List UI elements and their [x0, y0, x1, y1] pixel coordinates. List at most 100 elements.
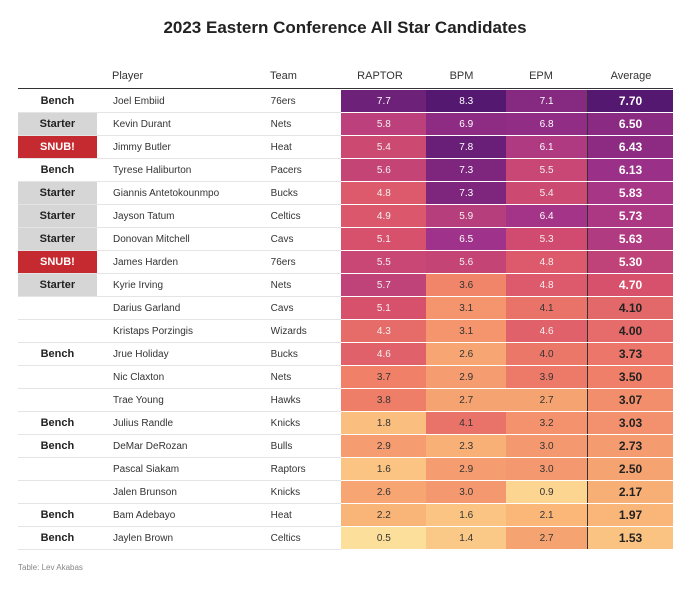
bpm-cell: 3.1 [426, 296, 507, 320]
row-spacer [96, 181, 113, 205]
table-row: Bench Tyrese Haliburton Pacers 5.6 7.3 5.5 6.1… [18, 158, 673, 182]
bpm-cell: 7.8 [426, 135, 507, 159]
status-badge: SNUB! [18, 250, 97, 274]
average-cell: 2.50 [587, 457, 673, 481]
row-spacer [96, 457, 113, 481]
player-name: DeMar DeRozan [113, 434, 271, 458]
team-name: Celtics [270, 526, 342, 550]
average-cell: 4.10 [587, 296, 673, 320]
player-name: James Harden [113, 250, 271, 274]
bpm-cell: 7.3 [426, 181, 507, 205]
status-badge [18, 319, 97, 343]
status-badge: Bench [18, 526, 97, 550]
row-spacer [96, 158, 113, 182]
team-name: Cavs [270, 296, 342, 320]
epm-cell: 4.8 [506, 250, 588, 274]
table-row: Bench DeMar DeRozan Bulls 2.9 2.3 3.0 2.73 [18, 434, 673, 458]
team-name: Raptors [270, 457, 342, 481]
header-average: Average [610, 70, 652, 82]
raptor-cell: 5.1 [341, 227, 427, 251]
average-cell: 5.83 [587, 181, 673, 205]
header-rule [18, 88, 673, 89]
bpm-cell: 4.1 [426, 411, 507, 435]
status-badge: SNUB! [18, 135, 97, 159]
row-spacer [96, 480, 113, 504]
epm-cell: 5.5 [506, 158, 588, 182]
average-cell: 1.97 [587, 503, 673, 527]
row-spacer [96, 503, 113, 527]
team-name: Pacers [270, 158, 342, 182]
candidates-table: Bench Joel Embiid 76ers 7.7 8.3 7.1 7.70 Starte… [18, 90, 673, 550]
raptor-cell: 4.8 [341, 181, 427, 205]
table-row: SNUB! Jimmy Butler Heat 5.4 7.8 6.1 6.43 [18, 135, 673, 159]
status-badge: Bench [18, 342, 97, 366]
table-row: Pascal Siakam Raptors 1.6 2.9 3.0 2.50 [18, 457, 673, 481]
row-spacer [96, 342, 113, 366]
average-cell: 4.70 [587, 273, 673, 297]
average-cell: 2.73 [587, 434, 673, 458]
team-name: Hawks [270, 388, 342, 412]
bpm-cell: 2.6 [426, 342, 507, 366]
bpm-cell: 6.5 [426, 227, 507, 251]
raptor-cell: 5.6 [341, 158, 427, 182]
raptor-cell: 5.7 [341, 273, 427, 297]
player-name: Donovan Mitchell [113, 227, 271, 251]
table-row: Nic Claxton Nets 3.7 2.9 3.9 3.50 [18, 365, 673, 389]
epm-cell: 6.4 [506, 204, 588, 228]
team-name: Knicks [270, 480, 342, 504]
credit-text: Table: Lev Akabas [18, 563, 83, 572]
bpm-cell: 1.6 [426, 503, 507, 527]
team-name: Celtics [270, 204, 342, 228]
player-name: Nic Claxton [113, 365, 271, 389]
raptor-cell: 1.6 [341, 457, 427, 481]
epm-cell: 7.1 [506, 90, 588, 113]
table-row: Darius Garland Cavs 5.1 3.1 4.1 4.10 [18, 296, 673, 320]
player-name: Kyrie Irving [113, 273, 271, 297]
table-row: Bench Joel Embiid 76ers 7.7 8.3 7.1 7.70 [18, 90, 673, 113]
player-name: Jayson Tatum [113, 204, 271, 228]
bpm-cell: 2.9 [426, 457, 507, 481]
epm-cell: 6.1 [506, 135, 588, 159]
row-spacer [96, 388, 113, 412]
table-row: SNUB! James Harden 76ers 5.5 5.6 4.8 5.30 [18, 250, 673, 274]
table-row: Bench Julius Randle Knicks 1.8 4.1 3.2 3.03 [18, 411, 673, 435]
player-name: Kristaps Porzingis [113, 319, 271, 343]
player-name: Jimmy Butler [113, 135, 271, 159]
status-badge: Starter [18, 181, 97, 205]
row-spacer [96, 90, 113, 113]
epm-cell: 2.7 [506, 388, 588, 412]
bpm-cell: 3.0 [426, 480, 507, 504]
player-name: Bam Adebayo [113, 503, 271, 527]
team-name: Knicks [270, 411, 342, 435]
row-spacer [96, 434, 113, 458]
table-row: Starter Jayson Tatum Celtics 4.9 5.9 6.4 5.73 [18, 204, 673, 228]
status-badge [18, 296, 97, 320]
row-spacer [96, 273, 113, 297]
raptor-cell: 4.6 [341, 342, 427, 366]
average-cell: 6.43 [587, 135, 673, 159]
bpm-cell: 2.9 [426, 365, 507, 389]
header-player: Player [112, 70, 144, 82]
row-spacer [96, 411, 113, 435]
status-badge: Starter [18, 112, 97, 136]
epm-cell: 3.0 [506, 434, 588, 458]
raptor-cell: 0.5 [341, 526, 427, 550]
table-row: Jalen Brunson Knicks 2.6 3.0 0.9 2.17 [18, 480, 673, 504]
row-spacer [96, 296, 113, 320]
player-name: Jaylen Brown [113, 526, 271, 550]
raptor-cell: 5.5 [341, 250, 427, 274]
player-name: Julius Randle [113, 411, 271, 435]
raptor-cell: 3.7 [341, 365, 427, 389]
row-spacer [96, 227, 113, 251]
team-name: Nets [270, 365, 342, 389]
status-badge: Starter [18, 204, 97, 228]
player-name: Pascal Siakam [113, 457, 271, 481]
bpm-cell: 3.1 [426, 319, 507, 343]
bpm-cell: 2.7 [426, 388, 507, 412]
player-name: Jalen Brunson [113, 480, 271, 504]
status-badge: Bench [18, 411, 97, 435]
header-team: Team [270, 70, 297, 82]
row-spacer [96, 250, 113, 274]
table-row: Starter Giannis Antetokounmpo Bucks 4.8 7.3 5… [18, 181, 673, 205]
table-row: Bench Bam Adebayo Heat 2.2 1.6 2.1 1.97 [18, 503, 673, 527]
